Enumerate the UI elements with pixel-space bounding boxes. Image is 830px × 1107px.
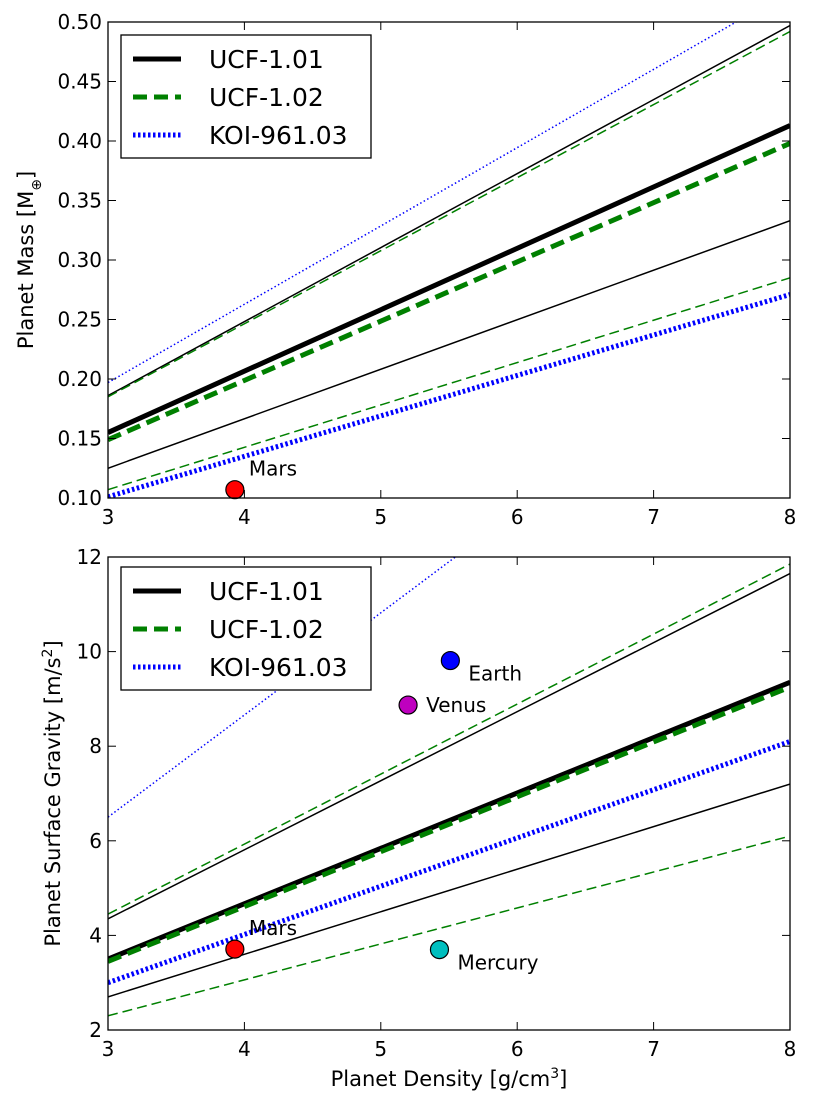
- y-tick-label: 0.40: [57, 129, 102, 153]
- point-label-venus: Venus: [426, 693, 486, 717]
- y-tick-label: 6: [89, 829, 102, 853]
- y-tick-label: 0.35: [57, 189, 102, 213]
- y-tick-label: 0.10: [57, 486, 102, 510]
- series-line-koi-961-03: [108, 739, 790, 986]
- series-group: [108, 557, 790, 1017]
- series-line-ucf-1-02: [108, 141, 790, 442]
- point-label-mars: Mars: [249, 916, 297, 940]
- y-tick-label: 0.20: [57, 367, 102, 391]
- series-line-ucf-1-02-upper: [108, 30, 790, 398]
- x-tick-label: 7: [647, 505, 660, 529]
- chart-panel-2: Earth Venus Mars Mercury 3 4 5 6 7 8 2 4 6 8 10 12 Plane…: [40, 545, 797, 1091]
- legend-label: UCF-1.01: [209, 577, 324, 606]
- series-line-ucf-1-01: [108, 123, 790, 435]
- point-venus: [398, 695, 418, 715]
- point-label-mars: Mars: [249, 457, 297, 481]
- axes-frame: [107, 556, 791, 1031]
- x-tick-label: 7: [647, 1037, 660, 1061]
- legend: UCF-1.01 UCF-1.02 KOI-961.03: [120, 34, 372, 159]
- series-line-ucf-1-01-upper: [108, 572, 790, 920]
- legend-label: UCF-1.01: [209, 45, 324, 74]
- x-tick-label: 4: [238, 505, 251, 529]
- y-axis-label: Planet Surface Gravity [m/s2]: [40, 640, 65, 946]
- y-tick-label: 0.45: [57, 70, 102, 94]
- series-line-ucf-1-01-lower: [108, 783, 790, 998]
- point-label-mercury: Mercury: [457, 951, 538, 975]
- x-tick-label: 6: [511, 505, 524, 529]
- legend-label: UCF-1.02: [209, 83, 324, 112]
- series-line-ucf-1-02-upper: [108, 563, 790, 915]
- series-group: [108, 22, 790, 498]
- point-mars: [225, 939, 245, 959]
- x-tick-label: 8: [784, 505, 797, 529]
- chart-panel-1: Mars 3 4 5 6 7 8 0.10 0.15 0.20 0.25 0.30 0.35 0.40 0.…: [14, 10, 797, 529]
- series-line-ucf-1-01-lower: [108, 220, 790, 469]
- series-line-ucf-1-02-lower: [108, 835, 790, 1017]
- y-tick-label: 0.25: [57, 308, 102, 332]
- x-tick-label: 5: [374, 505, 387, 529]
- legend-label: KOI-961.03: [209, 121, 348, 150]
- series-line-koi-961-03-upper: [108, 22, 738, 384]
- y-tick-label: 0.15: [57, 427, 102, 451]
- point-earth: [440, 650, 460, 671]
- x-axis-label: Planet Density [g/cm3]: [331, 1066, 568, 1091]
- y-tick-label: 2: [89, 1018, 102, 1042]
- legend-label: UCF-1.02: [209, 615, 324, 644]
- x-tick-label: 8: [784, 1037, 797, 1061]
- y-axis-label: Planet Mass [M⊕]: [14, 171, 45, 349]
- y-tick-label: 8: [89, 734, 102, 758]
- series-line-koi-961-03: [108, 292, 790, 498]
- y-tick-label: 0.50: [57, 10, 102, 34]
- x-tick-label: 3: [102, 1037, 115, 1061]
- x-tick-label: 4: [238, 1037, 251, 1061]
- x-tick-label: 6: [511, 1037, 524, 1061]
- series-line-ucf-1-02: [108, 684, 790, 964]
- point-label-earth: Earth: [468, 662, 522, 686]
- point-mercury: [429, 939, 450, 960]
- y-tick-label: 0.30: [57, 248, 102, 272]
- legend-label: KOI-961.03: [209, 653, 348, 682]
- series-line-koi-961-03-upper: [108, 557, 457, 818]
- y-tick-label: 12: [77, 545, 102, 569]
- series-line-ucf-1-01: [108, 680, 790, 962]
- x-tick-label: 3: [102, 505, 115, 529]
- legend: UCF-1.01 UCF-1.02 KOI-961.03: [120, 566, 372, 691]
- y-tick-label: 10: [77, 640, 102, 664]
- series-line-ucf-1-01-upper: [108, 24, 790, 397]
- point-mars: [225, 480, 245, 500]
- y-tick-label: 4: [89, 923, 102, 947]
- x-tick-label: 5: [374, 1037, 387, 1061]
